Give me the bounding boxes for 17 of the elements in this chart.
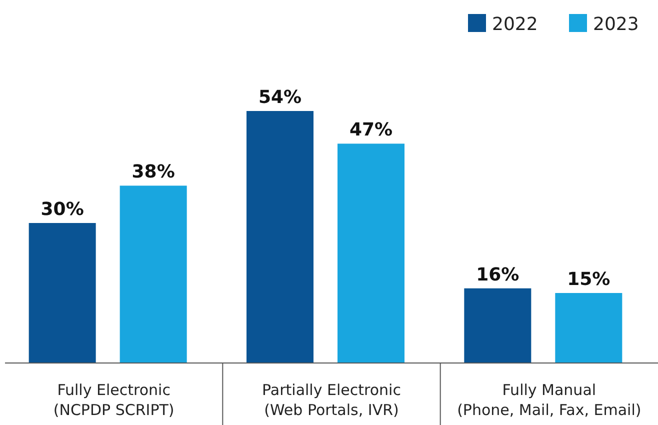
x-tick-label: Partially Electronic (Web Portals, IVR)	[262, 381, 401, 419]
x-tick-label: Fully Electronic (NCPDP SCRIPT)	[53, 381, 174, 419]
bar	[338, 144, 404, 363]
data-label: 47%	[349, 120, 393, 141]
bar	[28, 223, 96, 363]
data-label: 15%	[567, 269, 610, 290]
bar	[246, 111, 314, 363]
bar	[120, 186, 187, 363]
data-label: 54%	[258, 87, 302, 108]
legend-label: 2022	[492, 14, 538, 35]
data-label: 38%	[132, 162, 175, 183]
data-label: 16%	[476, 264, 520, 286]
bar	[464, 288, 532, 363]
bar	[555, 293, 622, 363]
x-tick-label: Fully Manual (Phone, Mail, Fax, Email)	[457, 381, 642, 419]
data-label: 30%	[40, 199, 84, 220]
legend-label: 2023	[593, 14, 639, 35]
